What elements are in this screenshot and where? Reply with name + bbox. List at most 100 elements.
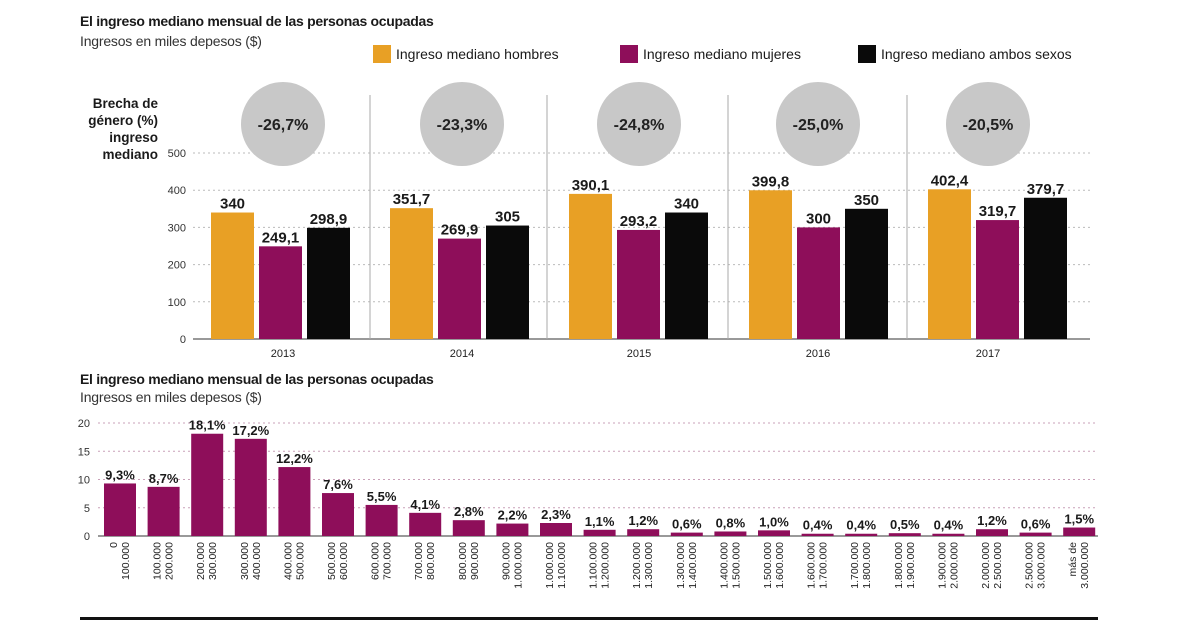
- x-tick-label-line: 1.600.000: [806, 542, 818, 589]
- x-tick-label-line: 1.000.000: [544, 542, 556, 589]
- bar: [888, 533, 921, 536]
- legend-label-mujeres: Ingreso mediano mujeres: [643, 46, 801, 62]
- bar: [1019, 532, 1052, 536]
- x-tick-label: 1.200.0001.300.000: [631, 542, 655, 589]
- legend: Ingreso mediano hombres Ingreso mediano …: [373, 45, 1072, 63]
- legend-label-ambos: Ingreso mediano ambos sexos: [881, 46, 1072, 62]
- bar-value-label: 319,7: [979, 203, 1017, 220]
- bar-value-label: 2,8%: [454, 504, 484, 519]
- x-tick-label: 2.000.0002.500.000: [980, 542, 1004, 589]
- bar-value-label: 379,7: [1027, 181, 1065, 198]
- x-tick-label: 600.000700.000: [370, 542, 394, 580]
- gender-gap-value: -25,0%: [793, 117, 844, 134]
- y-tick-label: 20: [78, 418, 90, 430]
- x-tick-label: 200.000300.000: [195, 542, 219, 580]
- x-tick-label-line: 1.100.000: [588, 542, 600, 589]
- x-tick-label: 2017: [976, 348, 1000, 360]
- x-tick-label-line: 200.000: [195, 542, 207, 580]
- x-tick-label-line: 1.000.000: [512, 542, 524, 589]
- bar: [540, 523, 572, 536]
- bar: [976, 529, 1008, 536]
- x-tick-label-line: 200.000: [164, 542, 176, 580]
- legend-label-hombres: Ingreso mediano hombres: [396, 46, 559, 62]
- bar-value-label: 351,7: [393, 191, 431, 208]
- bar: [496, 523, 529, 536]
- bar-value-label: 298,9: [310, 211, 348, 228]
- x-tick-label-line: más de: [1067, 542, 1079, 577]
- bar: [104, 483, 136, 536]
- legend-swatch-mujeres: [620, 45, 638, 63]
- y-tick-label: 400: [168, 185, 186, 197]
- x-tick-label-line: 1.200.000: [600, 542, 612, 589]
- bar: [322, 493, 354, 536]
- bar-value-label: 269,9: [441, 222, 479, 239]
- gender-gap-circle: [241, 82, 325, 166]
- top-chart-title: El ingreso mediano mensual de las person…: [80, 13, 434, 29]
- bar: [928, 189, 971, 339]
- x-tick-label-line: 1.900.000: [936, 542, 948, 589]
- bar-value-label: 300: [806, 210, 831, 227]
- legend-item-ambos: Ingreso mediano ambos sexos: [858, 45, 1072, 63]
- x-tick-label-line: 1.800.000: [861, 542, 873, 589]
- x-tick-label-line: 1.800.000: [893, 542, 905, 589]
- x-tick-label: 800.000900.000: [457, 542, 481, 580]
- x-tick-label: 1.000.0001.100.000: [544, 542, 568, 589]
- x-tick-label-line: 400.000: [282, 542, 294, 580]
- bar-value-label: 390,1: [572, 177, 610, 194]
- x-tick-label-line: 3.000.000: [1079, 542, 1091, 589]
- x-tick-label-line: 100.000: [152, 542, 164, 580]
- x-tick-label: 1.700.0001.800.000: [849, 542, 873, 589]
- bar: [278, 467, 311, 536]
- x-tick-label: 1.600.0001.700.000: [806, 542, 830, 589]
- x-tick-label-line: 500.000: [294, 542, 306, 580]
- bar: [665, 212, 708, 339]
- x-tick-label-line: 3.000.000: [1036, 542, 1048, 589]
- bar-value-label: 0,6%: [1021, 517, 1051, 532]
- bar: [1063, 527, 1096, 536]
- gender-gap-circle: [946, 82, 1030, 166]
- bar: [1024, 197, 1067, 339]
- x-tick-label: 2013: [271, 348, 295, 360]
- gender-gap-value: -23,3%: [437, 117, 488, 134]
- x-tick-label-line: 1.300.000: [675, 542, 687, 589]
- x-tick-label: 1.800.0001.900.000: [893, 542, 917, 589]
- bar-value-label: 399,8: [752, 173, 790, 190]
- bar: [452, 520, 485, 536]
- bar-value-label: 249,1: [262, 229, 300, 246]
- bar-value-label: 18,1%: [189, 418, 226, 433]
- bar: [234, 438, 267, 536]
- bar-value-label: 17,2%: [232, 423, 269, 438]
- bar-value-label: 1,1%: [585, 514, 615, 529]
- gender-gap-circle: [420, 82, 504, 166]
- bar-value-label: 340: [220, 196, 245, 213]
- bottom-chart-title: El ingreso mediano mensual de las person…: [80, 371, 434, 387]
- bar: [365, 504, 398, 536]
- x-tick-label-line: 300.000: [207, 542, 219, 580]
- x-tick-label-line: 1.300.000: [643, 542, 655, 589]
- bar: [714, 531, 747, 536]
- x-tick-label-line: 400.000: [251, 542, 263, 580]
- bar: [191, 433, 224, 536]
- x-tick-label-line: 2.500.000: [992, 542, 1004, 589]
- legend-swatch-hombres: [373, 45, 391, 63]
- x-tick-label-line: 1.500.000: [730, 542, 742, 589]
- x-tick-label-line: 1.600.000: [774, 542, 786, 589]
- x-tick-label-line: 1.700.000: [818, 542, 830, 589]
- bar: [583, 529, 616, 536]
- bar: [845, 208, 888, 339]
- x-tick-label: 400.000500.000: [282, 542, 306, 580]
- bar-value-label: 350: [854, 192, 879, 209]
- legend-item-mujeres: Ingreso mediano mujeres: [620, 45, 858, 63]
- bar-value-label: 7,6%: [323, 477, 353, 492]
- bar-value-label: 0,4%: [803, 518, 833, 533]
- x-tick-label: 2014: [450, 348, 474, 360]
- bar: [390, 208, 433, 339]
- bar-value-label: 1,0%: [759, 514, 789, 529]
- bar: [976, 220, 1019, 339]
- bar: [211, 212, 254, 339]
- x-tick-label-line: 1.200.000: [631, 542, 643, 589]
- bar-value-label: 293,2: [620, 213, 658, 230]
- y-tick-label: 0: [180, 334, 186, 346]
- x-tick-label-line: 1.500.000: [762, 542, 774, 589]
- bar: [932, 533, 965, 536]
